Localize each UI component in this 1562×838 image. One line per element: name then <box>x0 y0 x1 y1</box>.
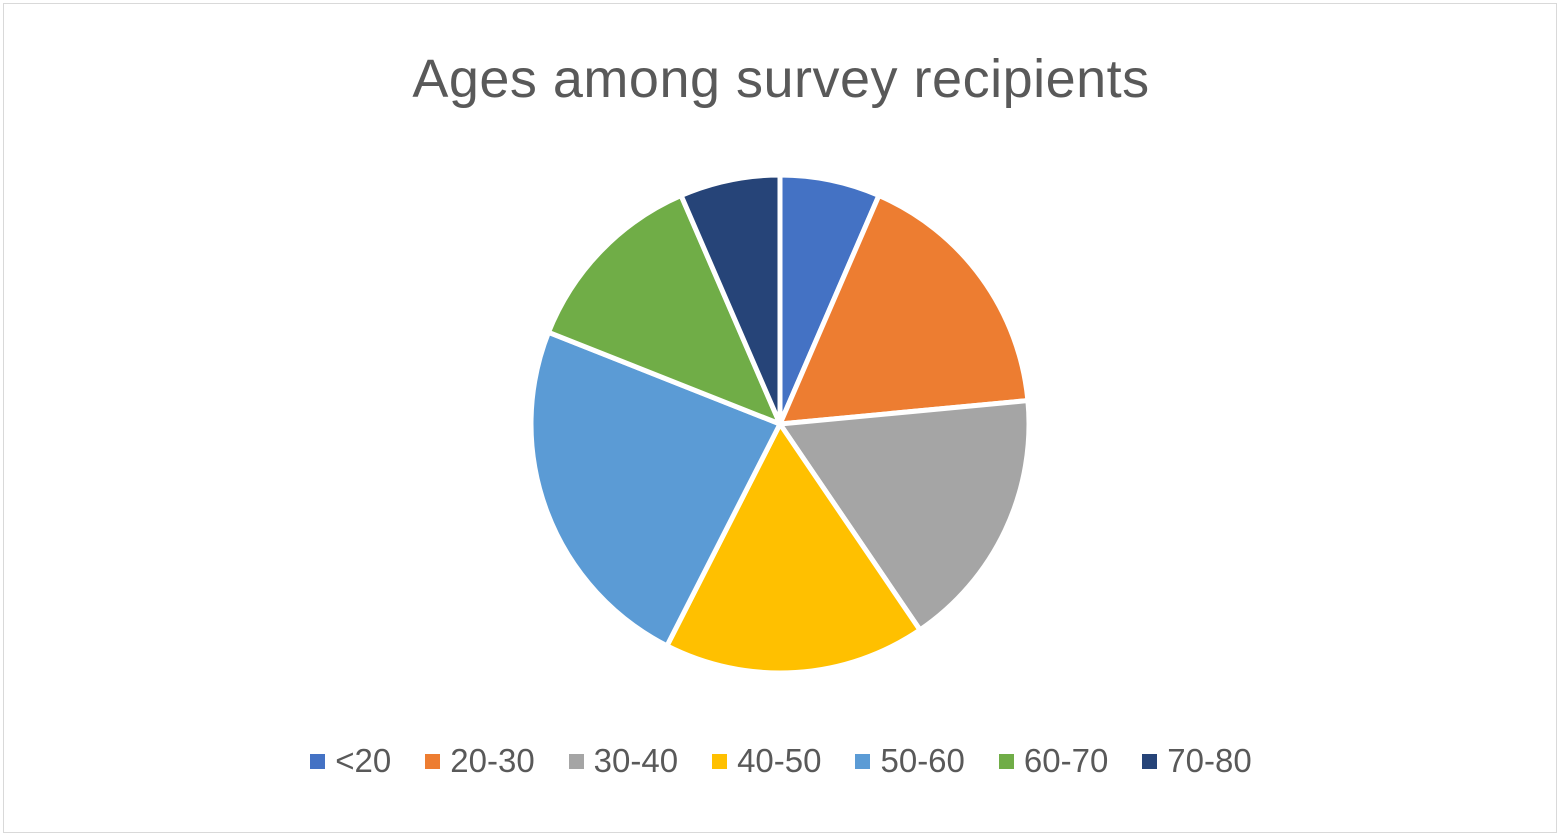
legend-item: 60-70 <box>998 742 1109 780</box>
legend-swatch <box>568 753 584 769</box>
legend-label: <20 <box>335 742 392 779</box>
legend-item: 50-60 <box>855 742 965 780</box>
chart-area: Ages among survey recipients <20 20-30 30-… <box>3 3 1557 833</box>
legend-swatch <box>998 753 1014 769</box>
legend-item: 30-40 <box>568 742 679 780</box>
pie-chart <box>528 172 1032 676</box>
legend-label: 30-40 <box>593 742 679 779</box>
pie-slice-4 <box>664 421 923 676</box>
legend-label: 20-30 <box>450 742 535 779</box>
legend: <20 20-30 30-40 40-50 50-60 60-70 70-80 <box>4 742 1558 780</box>
legend-item: 20-30 <box>425 742 535 780</box>
legend-swatch <box>712 753 728 769</box>
legend-label: 40-50 <box>737 742 822 779</box>
pie-slice-3 <box>777 398 1032 633</box>
pie-slice-5 <box>528 329 783 649</box>
pie-slice-6 <box>545 192 783 427</box>
legend-item: <20 <box>310 742 391 780</box>
legend-label: 70-80 <box>1167 742 1252 779</box>
legend-swatch <box>425 753 441 769</box>
legend-swatch <box>855 753 871 769</box>
legend-label: 50-60 <box>880 742 965 779</box>
legend-swatch <box>310 753 326 769</box>
legend-label: 60-70 <box>1023 742 1109 779</box>
pie-slice-7 <box>678 172 783 427</box>
legend-swatch <box>1142 753 1158 769</box>
legend-item: 70-80 <box>1142 742 1252 780</box>
pie-slice-2 <box>777 192 1031 427</box>
legend-item: 40-50 <box>712 742 821 780</box>
chart-title: Ages among survey recipients <box>412 49 1150 109</box>
